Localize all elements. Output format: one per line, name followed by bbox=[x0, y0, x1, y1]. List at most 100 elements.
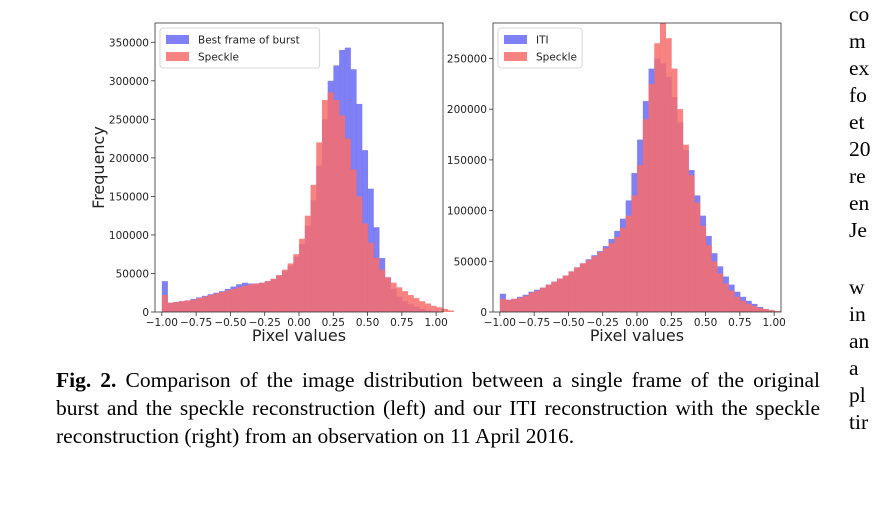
histogram-bar bbox=[179, 301, 186, 312]
histogram-bar bbox=[213, 293, 220, 312]
histogram-bar bbox=[602, 248, 609, 312]
side-line-2: m bbox=[849, 29, 866, 53]
legend-swatch bbox=[166, 35, 189, 44]
legend-swatch bbox=[504, 52, 527, 61]
x-tick-label: 0.75 bbox=[728, 317, 751, 329]
side-line-14: pl bbox=[849, 383, 866, 407]
histogram-bar bbox=[665, 38, 672, 313]
histogram-bar bbox=[688, 175, 695, 312]
legend-label: Speckle bbox=[536, 52, 577, 64]
histogram-bar bbox=[264, 281, 271, 312]
histogram-bar bbox=[281, 269, 288, 312]
legend-swatch bbox=[166, 52, 189, 61]
side-line-13: a bbox=[849, 356, 859, 380]
histogram-bar bbox=[717, 273, 724, 312]
histogram-bar bbox=[167, 302, 174, 312]
legend-box bbox=[159, 27, 321, 69]
x-tick-label: 0.50 bbox=[694, 317, 717, 329]
histogram-bar bbox=[625, 215, 632, 312]
histogram-bar bbox=[677, 109, 684, 312]
series-1 bbox=[161, 92, 454, 312]
y-tick-label: 50000 bbox=[454, 256, 487, 268]
y-tick-label: 50000 bbox=[116, 268, 149, 280]
y-tick-label: 0 bbox=[142, 307, 149, 319]
histogram-bar bbox=[539, 287, 546, 312]
side-line-3: ex bbox=[849, 56, 870, 80]
histogram-bar bbox=[362, 223, 369, 312]
histogram-bar bbox=[648, 83, 655, 312]
x-tick-label: −0.50 bbox=[552, 317, 584, 329]
histogram-bar bbox=[534, 290, 541, 312]
side-line-1: co bbox=[849, 2, 870, 26]
histogram-bar bbox=[568, 271, 575, 312]
y-tick-label: 100000 bbox=[447, 206, 487, 218]
x-tick-label: 0.25 bbox=[322, 317, 345, 329]
histogram-bar bbox=[293, 254, 300, 312]
histogram-bar bbox=[321, 100, 329, 312]
histogram-bar bbox=[682, 144, 689, 312]
caption-text: Comparison of the image distribution bet… bbox=[56, 368, 820, 448]
histogram-bar bbox=[230, 288, 237, 312]
chart-right: −1.00 −0.75 −0.50 −0.25 0.00 0.25 0.50 0.75 1.00… bbox=[447, 22, 786, 345]
y-tick-label: 250000 bbox=[447, 53, 487, 65]
x-tick-label: −0.25 bbox=[587, 317, 619, 329]
histogram-bar bbox=[316, 142, 323, 312]
histogram-bar bbox=[654, 43, 661, 312]
histogram-bar bbox=[161, 295, 168, 312]
histogram-bar bbox=[528, 292, 535, 312]
figure-caption: Fig. 2. Comparison of the image distribu… bbox=[56, 366, 820, 450]
histogram-bar bbox=[419, 301, 426, 312]
histogram-bar bbox=[619, 227, 626, 312]
y-tick-label: 150000 bbox=[447, 155, 487, 167]
histogram-bar bbox=[768, 309, 775, 312]
histogram-bar bbox=[585, 260, 592, 312]
histogram-bar bbox=[545, 284, 552, 312]
y-tick-label: 100000 bbox=[109, 230, 149, 242]
histogram-bar bbox=[356, 196, 363, 312]
histogram-bar bbox=[413, 298, 420, 312]
x-tick-label: 0.25 bbox=[660, 317, 683, 329]
y-tick-label: 150000 bbox=[109, 191, 149, 203]
histogram-bar bbox=[224, 290, 231, 312]
legend-label: Best frame of burst bbox=[198, 35, 300, 47]
x-tick-label: −0.50 bbox=[214, 317, 246, 329]
x-tick-label: 0.50 bbox=[356, 317, 379, 329]
histogram-bar bbox=[430, 305, 437, 312]
histogram-bar bbox=[333, 100, 340, 312]
histogram-bar bbox=[270, 278, 277, 312]
x-tick-label: 1.00 bbox=[762, 317, 785, 329]
histogram-bar bbox=[774, 310, 781, 312]
side-line-5: et bbox=[849, 110, 865, 134]
histogram-bar bbox=[597, 252, 604, 312]
histogram-bar bbox=[705, 245, 712, 312]
histogram-bar bbox=[745, 303, 752, 312]
x-tick-label: −0.75 bbox=[180, 317, 212, 329]
histogram-bar bbox=[247, 284, 254, 312]
histogram-bar bbox=[442, 308, 449, 312]
histogram-bar bbox=[447, 310, 454, 312]
histogram-bar bbox=[350, 169, 357, 312]
x-tick-label: −1.00 bbox=[484, 317, 516, 329]
histogram-bar bbox=[424, 303, 431, 312]
histogram-bar bbox=[591, 256, 598, 312]
histogram-bar bbox=[722, 283, 729, 312]
series-1 bbox=[499, 23, 781, 313]
legend-label: Speckle bbox=[198, 52, 239, 64]
histogram-bar bbox=[402, 291, 409, 312]
histogram-bar bbox=[190, 299, 197, 312]
histogram-bar bbox=[304, 215, 311, 312]
histogram-bar bbox=[436, 307, 443, 312]
x-axis-label: Pixel values bbox=[252, 326, 346, 345]
histogram-bar bbox=[551, 281, 558, 312]
histogram-bar bbox=[253, 283, 260, 312]
histogram-bar bbox=[339, 115, 346, 312]
histogram-bar bbox=[201, 296, 208, 312]
histogram-bar bbox=[241, 285, 248, 312]
histogram-bar bbox=[517, 297, 524, 312]
histogram-bar bbox=[757, 307, 764, 312]
histogram-bar bbox=[659, 23, 667, 312]
caption-label: Fig. 2. bbox=[56, 368, 117, 392]
legend-label: ITI bbox=[536, 35, 549, 47]
histogram-bar bbox=[310, 184, 317, 312]
x-axis-label: Pixel values bbox=[590, 326, 684, 345]
